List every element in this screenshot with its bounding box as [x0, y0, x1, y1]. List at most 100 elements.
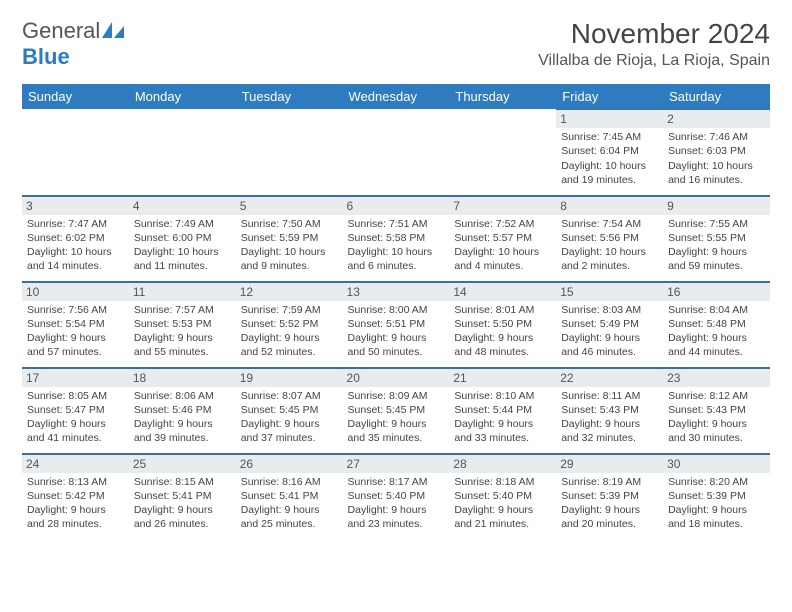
daylight-text: Daylight: 9 hours — [348, 503, 445, 517]
daylight-text: and 46 minutes. — [561, 345, 658, 359]
daylight-text: and 16 minutes. — [668, 173, 765, 187]
day-number: 26 — [236, 454, 343, 473]
sunrise-text: Sunrise: 8:04 AM — [668, 303, 765, 317]
calendar-cell — [343, 109, 450, 195]
calendar-cell: 3 Sunrise: 7:47 AMSunset: 6:02 PMDaylight… — [22, 195, 129, 281]
sunset-text: Sunset: 5:58 PM — [348, 231, 445, 245]
calendar-cell: 13Sunrise: 8:00 AMSunset: 5:51 PMDayligh… — [343, 281, 450, 367]
sunrise-text: Sunrise: 7:52 AM — [454, 217, 551, 231]
day-number: 17 — [22, 368, 129, 387]
day-info: Sunrise: 7:59 AMSunset: 5:52 PMDaylight:… — [241, 303, 338, 360]
calendar-row: 17 Sunrise: 8:05 AMSunset: 5:47 PMDayligh… — [22, 367, 770, 453]
sunset-text: Sunset: 5:41 PM — [134, 489, 231, 503]
calendar-cell: 5Sunrise: 7:50 AMSunset: 5:59 PMDaylight… — [236, 195, 343, 281]
daylight-text: Daylight: 10 hours — [561, 245, 658, 259]
calendar-row: 24Sunrise: 8:13 AMSunset: 5:42 PMDayligh… — [22, 453, 770, 539]
day-number: 14 — [449, 282, 556, 301]
daylight-text: Daylight: 9 hours — [561, 503, 658, 517]
calendar-cell: 18Sunrise: 8:06 AMSunset: 5:46 PMDayligh… — [129, 367, 236, 453]
calendar-cell: 29Sunrise: 8:19 AMSunset: 5:39 PMDayligh… — [556, 453, 663, 539]
day-number: 8 — [556, 196, 663, 215]
sunrise-text: Sunrise: 8:05 AM — [27, 389, 124, 403]
day-number: 15 — [556, 282, 663, 301]
day-number: 18 — [129, 368, 236, 387]
day-info: Sunrise: 8:13 AMSunset: 5:42 PMDaylight:… — [27, 475, 124, 532]
daylight-text: Daylight: 9 hours — [668, 503, 765, 517]
sunset-text: Sunset: 5:55 PM — [668, 231, 765, 245]
sunset-text: Sunset: 5:46 PM — [134, 403, 231, 417]
sunrise-text: Sunrise: 7:51 AM — [348, 217, 445, 231]
sunrise-text: Sunrise: 7:47 AM — [27, 217, 124, 231]
sunset-text: Sunset: 5:53 PM — [134, 317, 231, 331]
daylight-text: and 26 minutes. — [134, 517, 231, 531]
sunset-text: Sunset: 6:03 PM — [668, 144, 765, 158]
daylight-text: and 20 minutes. — [561, 517, 658, 531]
calendar-cell: 15Sunrise: 8:03 AMSunset: 5:49 PMDayligh… — [556, 281, 663, 367]
calendar-cell — [236, 109, 343, 195]
sunset-text: Sunset: 5:56 PM — [561, 231, 658, 245]
sunrise-text: Sunrise: 7:54 AM — [561, 217, 658, 231]
sunset-text: Sunset: 5:57 PM — [454, 231, 551, 245]
daylight-text: and 28 minutes. — [27, 517, 124, 531]
daylight-text: Daylight: 9 hours — [668, 417, 765, 431]
daylight-text: and 19 minutes. — [561, 173, 658, 187]
logo-sail-icon — [102, 18, 124, 44]
sunrise-text: Sunrise: 8:03 AM — [561, 303, 658, 317]
daylight-text: and 33 minutes. — [454, 431, 551, 445]
day-info: Sunrise: 8:17 AMSunset: 5:40 PMDaylight:… — [348, 475, 445, 532]
daylight-text: Daylight: 10 hours — [561, 159, 658, 173]
daylight-text: and 11 minutes. — [134, 259, 231, 273]
day-info: Sunrise: 8:05 AMSunset: 5:47 PMDaylight:… — [27, 389, 124, 446]
sunrise-text: Sunrise: 8:11 AM — [561, 389, 658, 403]
calendar-cell: 7Sunrise: 7:52 AMSunset: 5:57 PMDaylight… — [449, 195, 556, 281]
logo-word-1: General — [22, 18, 100, 43]
weekday-header: Thursday — [449, 84, 556, 109]
daylight-text: Daylight: 9 hours — [561, 331, 658, 345]
daylight-text: and 23 minutes. — [348, 517, 445, 531]
daylight-text: and 14 minutes. — [27, 259, 124, 273]
day-info: Sunrise: 8:07 AMSunset: 5:45 PMDaylight:… — [241, 389, 338, 446]
calendar-cell: 17 Sunrise: 8:05 AMSunset: 5:47 PMDayligh… — [22, 367, 129, 453]
daylight-text: Daylight: 9 hours — [561, 417, 658, 431]
day-info: Sunrise: 7:57 AMSunset: 5:53 PMDaylight:… — [134, 303, 231, 360]
weekday-header: Monday — [129, 84, 236, 109]
logo-text: General Blue — [22, 18, 124, 70]
sunrise-text: Sunrise: 8:20 AM — [668, 475, 765, 489]
day-info: Sunrise: 8:12 AMSunset: 5:43 PMDaylight:… — [668, 389, 765, 446]
weekday-header: Tuesday — [236, 84, 343, 109]
sunrise-text: Sunrise: 8:00 AM — [348, 303, 445, 317]
day-number: 30 — [663, 454, 770, 473]
daylight-text: and 41 minutes. — [27, 431, 124, 445]
day-info: Sunrise: 8:00 AMSunset: 5:51 PMDaylight:… — [348, 303, 445, 360]
sunset-text: Sunset: 5:45 PM — [348, 403, 445, 417]
daylight-text: and 9 minutes. — [241, 259, 338, 273]
sunset-text: Sunset: 5:43 PM — [668, 403, 765, 417]
daylight-text: Daylight: 9 hours — [454, 503, 551, 517]
sunrise-text: Sunrise: 7:49 AM — [134, 217, 231, 231]
calendar-cell: 16Sunrise: 8:04 AMSunset: 5:48 PMDayligh… — [663, 281, 770, 367]
daylight-text: Daylight: 9 hours — [241, 331, 338, 345]
day-info: Sunrise: 8:01 AMSunset: 5:50 PMDaylight:… — [454, 303, 551, 360]
sunset-text: Sunset: 5:44 PM — [454, 403, 551, 417]
day-info: Sunrise: 7:52 AMSunset: 5:57 PMDaylight:… — [454, 217, 551, 274]
calendar-cell: 6Sunrise: 7:51 AMSunset: 5:58 PMDaylight… — [343, 195, 450, 281]
daylight-text: and 25 minutes. — [241, 517, 338, 531]
sunrise-text: Sunrise: 8:06 AM — [134, 389, 231, 403]
calendar-cell: 1Sunrise: 7:45 AMSunset: 6:04 PMDaylight… — [556, 109, 663, 195]
calendar-cell: 23 Sunrise: 8:12 AMSunset: 5:43 PMDayligh… — [663, 367, 770, 453]
day-number: 3 — [22, 196, 129, 215]
sunrise-text: Sunrise: 8:09 AM — [348, 389, 445, 403]
day-info: Sunrise: 8:04 AMSunset: 5:48 PMDaylight:… — [668, 303, 765, 360]
daylight-text: and 50 minutes. — [348, 345, 445, 359]
day-number: 11 — [129, 282, 236, 301]
sunset-text: Sunset: 5:52 PM — [241, 317, 338, 331]
calendar-body: 1Sunrise: 7:45 AMSunset: 6:04 PMDaylight… — [22, 109, 770, 539]
day-number: 23 — [663, 368, 770, 387]
day-number: 21 — [449, 368, 556, 387]
daylight-text: and 30 minutes. — [668, 431, 765, 445]
daylight-text: Daylight: 10 hours — [241, 245, 338, 259]
sunrise-text: Sunrise: 8:18 AM — [454, 475, 551, 489]
day-info: Sunrise: 7:47 AMSunset: 6:02 PMDaylight:… — [27, 217, 124, 274]
calendar-cell: 28Sunrise: 8:18 AMSunset: 5:40 PMDayligh… — [449, 453, 556, 539]
day-info: Sunrise: 7:45 AMSunset: 6:04 PMDaylight:… — [561, 130, 658, 187]
